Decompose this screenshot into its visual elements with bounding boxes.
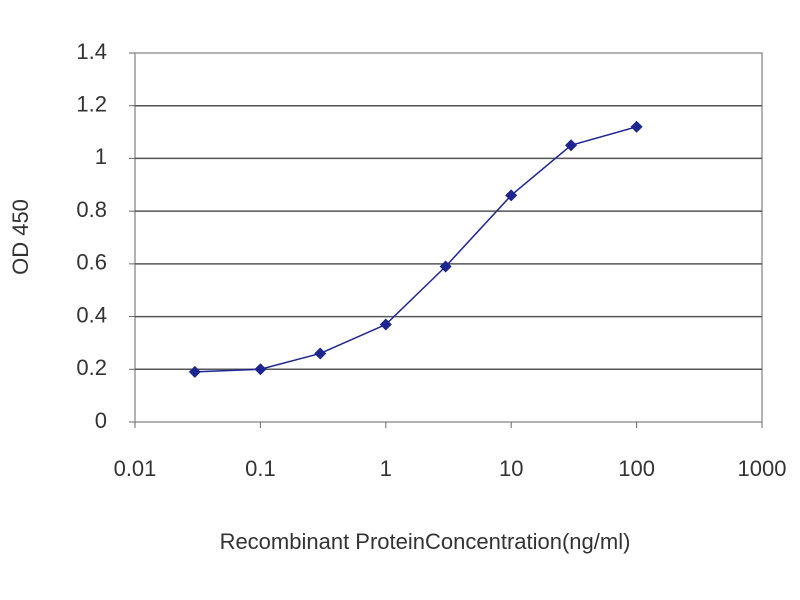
x-tick-label: 10 (499, 456, 523, 481)
y-axis-title: OD 450 (8, 199, 33, 275)
y-tick-label: 1 (95, 144, 107, 169)
marker (379, 318, 392, 331)
marker (439, 260, 452, 273)
marker (505, 189, 518, 202)
x-tick-label: 0.01 (114, 456, 157, 481)
y-tick-label: 0.6 (76, 250, 107, 275)
marker (254, 363, 267, 376)
x-tick-label: 100 (618, 456, 655, 481)
marker (565, 139, 578, 152)
series-line (194, 126, 637, 373)
x-axis-title: Recombinant ProteinConcentration(ng/ml) (220, 529, 631, 554)
marker (630, 120, 643, 133)
y-tick-label: 0.8 (76, 197, 107, 222)
y-tick-label: 0 (95, 408, 107, 433)
marker (188, 365, 201, 378)
x-tick-label: 1000 (738, 456, 787, 481)
x-tick-label: 1 (380, 456, 392, 481)
plot-area (134, 52, 763, 423)
x-tick-label: 0.1 (245, 456, 276, 481)
y-tick-label: 0.2 (76, 355, 107, 380)
y-tick-label: 1.4 (76, 39, 107, 64)
y-tick-label: 1.2 (76, 92, 107, 117)
marker (314, 347, 327, 360)
y-tick-label: 0.4 (76, 302, 107, 327)
